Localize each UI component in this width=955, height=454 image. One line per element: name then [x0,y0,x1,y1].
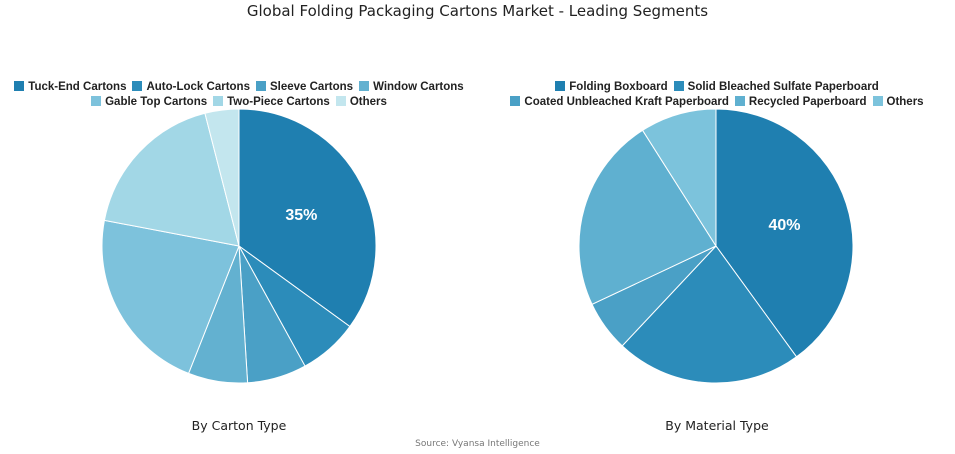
material-slice [641,108,717,248]
source-note: Source: Vyansa Intelligence [415,439,540,449]
carton-slice [204,108,240,247]
carton-slice [103,112,240,247]
material-type-panel: Folding Boxboard Solid Bleached Sulfate P… [478,78,955,438]
legend-swatch [734,96,745,106]
legend-swatch [91,96,102,106]
material-slice [715,108,854,358]
chart-title: Global Folding Packaging Cartons Market … [246,2,709,20]
legend-swatch [255,81,266,91]
legend-label: Gable Top Cartons [105,96,208,108]
legend-item: Window Cartons [359,80,464,95]
legend-label: Coated Unbleached Kraft Paperboard [524,96,729,108]
legend-swatch [335,96,346,106]
legend-item: Tuck-End Cartons [14,80,126,95]
carton-type-panel: Tuck-End Cartons Auto-Lock Cartons Sleeve … [0,78,478,438]
legend-item: Gable Top Cartons [91,95,207,110]
legend-label: Window Cartons [373,81,464,93]
legend-label: Folding Boxboard [569,81,668,93]
material-type-pie: 40% [578,108,854,384]
legend-item: Folding Boxboard [555,80,668,95]
material-slice [621,245,798,384]
legend-item: Coated Unbleached Kraft Paperboard [510,95,729,110]
legend-label: Auto-Lock Cartons [146,81,250,93]
legend-label: Two-Piece Cartons [227,96,330,108]
legend-item: Solid Bleached Sulfate Paperboard [673,80,879,95]
material-type-legend: Folding Boxboard Solid Bleached Sulfate P… [478,80,955,110]
legend-item: Others [335,95,387,110]
material-slice-label: 40% [768,217,800,234]
material-slice [578,129,717,305]
legend-swatch [510,96,521,106]
legend-label: Tuck-End Cartons [28,81,127,93]
legend-item: Auto-Lock Cartons [132,80,250,95]
carton-slice [238,108,377,328]
legend-swatch [872,96,883,106]
legend-label: Sleeve Cartons [269,81,354,93]
legend-item: Others [872,95,924,110]
legend-label: Recycled Paperboard [748,96,867,108]
legend-label: Others [349,96,387,108]
legend-item: Two-Piece Cartons [213,95,330,110]
carton-type-subtitle: By Carton Type [191,418,287,433]
legend-label: Others [886,96,924,108]
carton-slice [101,219,240,375]
legend-swatch [359,81,370,91]
legend-label: Solid Bleached Sulfate Paperboard [687,81,879,93]
carton-type-pie: 35% [101,108,377,384]
legend-item: Recycled Paperboard [734,95,867,110]
legend-swatch [14,81,25,91]
legend-swatch [132,81,143,91]
legend-swatch [673,81,684,91]
carton-type-legend: Tuck-End Cartons Auto-Lock Cartons Sleeve … [0,80,478,110]
material-type-subtitle: By Material Type [665,418,769,433]
legend-swatch [555,81,566,91]
carton-slice-label: 35% [285,207,317,224]
legend-item: Sleeve Cartons [255,80,354,95]
legend-swatch [213,96,224,106]
